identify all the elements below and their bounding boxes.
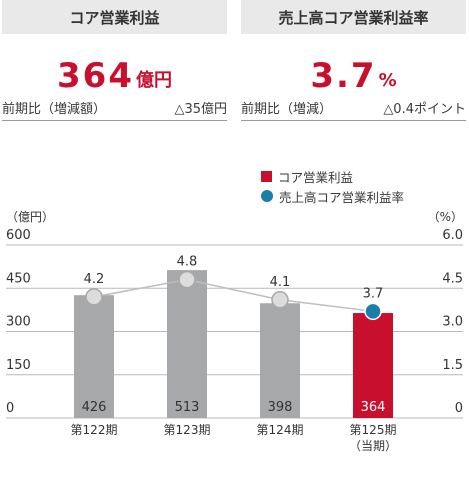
card-value-unit: 億円 [135, 70, 172, 91]
y-tick-left: 150 [6, 358, 31, 373]
x-tick-note: （当期） [349, 439, 397, 453]
bar [260, 303, 300, 418]
card-value-number: 364 [57, 56, 134, 96]
core-operating-profit-card: コア営業利益 364 億円 前期比（増減額） △35億円 [2, 0, 227, 121]
bar [353, 313, 393, 418]
y-tick-left: 0 [6, 401, 14, 416]
legend-item-line: 売上高コア営業利益率 [261, 186, 404, 206]
card-compare-value: △35億円 [174, 102, 227, 117]
card-value-number: 3.7 [310, 56, 377, 96]
y-tick-left: 300 [6, 315, 31, 330]
bar [167, 270, 207, 418]
legend-label: コア営業利益 [278, 169, 354, 185]
x-tick-label: 第123期 [164, 423, 211, 437]
chart-legend: コア営業利益 売上高コア営業利益率 [261, 166, 404, 206]
y-tick-left: 600 [6, 228, 31, 243]
card-value-unit: % [378, 70, 397, 91]
y-tick-left: 450 [6, 271, 31, 286]
bar-value-label: 513 [175, 400, 200, 415]
card-title: コア営業利益 [2, 0, 227, 34]
card-title: 売上高コア営業利益率 [241, 0, 466, 34]
x-tick-label: 第124期 [257, 423, 304, 437]
legend-item-bar: コア営業利益 [261, 166, 404, 186]
card-compare-label: 前期比（増減） [241, 102, 333, 117]
x-tick-label: 第122期 [71, 423, 118, 437]
card-value: 3.7 % [241, 34, 466, 96]
dot-swatch-icon [261, 190, 273, 202]
card-compare-value: △0.4ポイント [383, 102, 466, 117]
y-tick-right: 3.0 [442, 315, 463, 330]
y-tick-right: 6.0 [442, 228, 463, 243]
bar-value-label: 364 [361, 400, 386, 415]
bar-value-label: 426 [82, 400, 107, 415]
series-line [93, 278, 374, 313]
y-axis-right-unit: （%） [428, 210, 463, 224]
y-tick-right: 4.5 [442, 271, 463, 286]
line-value-label: 4.1 [270, 275, 291, 290]
legend-label: 売上高コア営業利益率 [279, 189, 405, 205]
y-axis-left-unit: （億円） [6, 210, 54, 224]
line-value-label: 4.8 [177, 255, 198, 270]
line-value-label: 3.7 [363, 286, 384, 301]
line-value-label: 4.2 [84, 272, 105, 287]
x-tick-label: 第125期 [350, 423, 397, 437]
line-point [271, 291, 289, 309]
line-point [364, 302, 382, 321]
line-point [178, 270, 196, 289]
line-point [85, 288, 103, 306]
card-compare: 前期比（増減） △0.4ポイント [241, 98, 466, 121]
y-tick-right: 1.5 [442, 358, 463, 373]
bar-swatch-icon [261, 170, 272, 182]
card-compare-label: 前期比（増減額） [2, 102, 107, 117]
core-operating-margin-card: 売上高コア営業利益率 3.7 % 前期比（増減） △0.4ポイント [241, 0, 466, 121]
bar-value-label: 398 [268, 400, 293, 415]
y-tick-right: 0 [455, 401, 463, 416]
bar [74, 295, 114, 418]
card-value: 364 億円 [2, 34, 227, 96]
card-compare: 前期比（増減額） △35億円 [2, 98, 227, 121]
